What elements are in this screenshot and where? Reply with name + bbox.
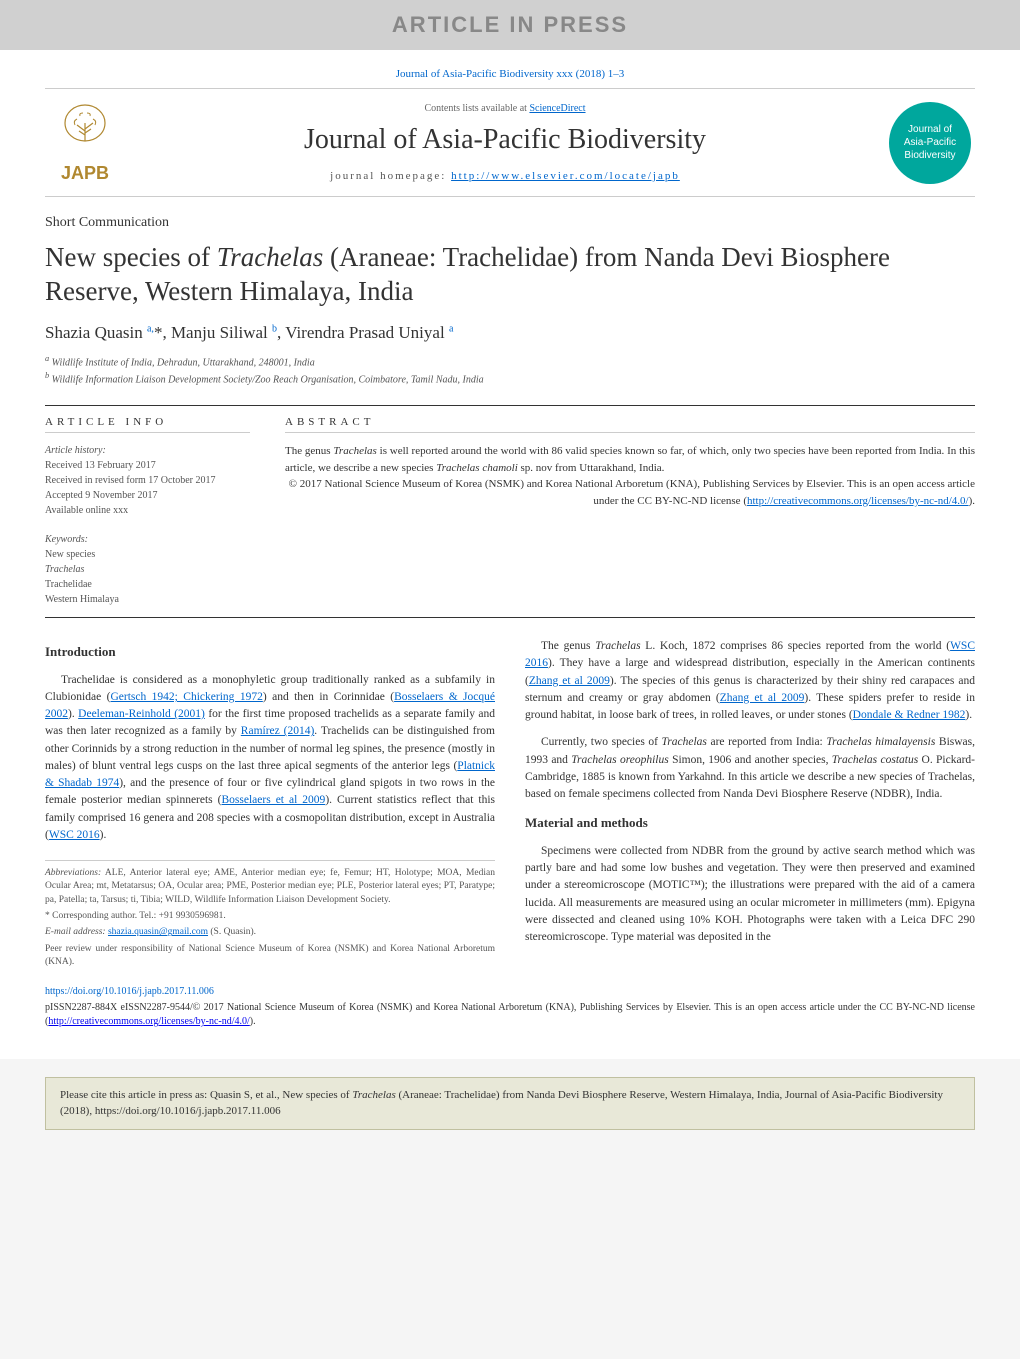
contents-list-prefix: Contents lists available at [424,103,529,114]
homepage-link[interactable]: http://www.elsevier.com/locate/japb [451,170,680,182]
journal-title: Journal of Asia-Pacific Biodiversity [125,124,885,156]
homepage-prefix: journal homepage: [330,170,451,182]
kw3: Trachelidae [45,579,92,590]
ref-ramirez[interactable]: Ramírez (2014) [241,725,315,737]
elsevier-tree-icon [55,101,115,161]
abstract-column: ABSTRACT The genus Trachelas is well rep… [265,406,975,617]
content-wrapper: Journal of Asia-Pacific Biodiversity xxx… [0,50,1020,1059]
email-suffix: (S. Quasin). [208,927,256,937]
keywords-label: Keywords: [45,534,88,545]
right-column: The genus Trachelas L. Koch, 1872 compri… [525,638,975,972]
abstract-heading: ABSTRACT [285,416,975,433]
t: The genus Trachelas L. Koch, 1872 compri… [541,640,950,652]
doi-link[interactable]: https://doi.org/10.1016/j.japb.2017.11.0… [45,986,975,997]
abstract-suffix: ). [969,495,975,507]
email-label: E-mail address: [45,927,108,937]
cc-license-link[interactable]: http://creativecommons.org/licenses/by-n… [747,495,969,507]
corresponding-author: * Corresponding author. Tel.: +91 993059… [45,910,495,923]
col2-p1: The genus Trachelas L. Koch, 1872 compri… [525,638,975,724]
journal-reference: Journal of Asia-Pacific Biodiversity xxx… [45,50,975,88]
journal-badge: Journal of Asia-Pacific Biodiversity [889,102,971,184]
journal-badge-container: Journal of Asia-Pacific Biodiversity [885,102,975,184]
affiliation-b: b Wildlife Information Liaison Developme… [45,370,975,387]
article-title: New species of Trachelas (Araneae: Trach… [45,241,975,309]
ref-zhang2[interactable]: Zhang et al 2009 [720,692,805,704]
abstract-license: © 2017 National Science Museum of Korea … [285,476,975,509]
journal-center: Contents lists available at ScienceDirec… [125,103,885,182]
sciencedirect-link[interactable]: ScienceDirect [529,103,585,114]
journal-homepage-line: journal homepage: http://www.elsevier.co… [125,170,885,182]
methods-heading: Material and methods [525,813,975,833]
accepted-date: Accepted 9 November 2017 [45,490,157,501]
contents-list-line: Contents lists available at ScienceDirec… [125,103,885,114]
t: ). [100,829,107,841]
badge-line2: Asia-Pacific [904,136,956,149]
ref-zhang1[interactable]: Zhang et al 2009 [529,675,610,687]
revised-date: Received in revised form 17 October 2017 [45,475,216,486]
ref-gertsch[interactable]: Gertsch 1942; Chickering 1972 [110,691,262,703]
cite-text: Please cite this article in press as: Qu… [60,1089,943,1116]
t: ). [68,708,78,720]
kw4: Western Himalaya [45,594,119,605]
badge-line3: Biodiversity [904,149,955,162]
japb-logo: JAPB [45,101,125,184]
article-in-press-banner: ARTICLE IN PRESS [0,0,1020,50]
ref-bosselaers2[interactable]: Bosselaers et al 2009 [222,794,326,806]
intro-p1: Trachelidae is considered as a monophyle… [45,672,495,845]
ref-dondale[interactable]: Dondale & Redner 1982 [853,709,966,721]
body-columns: Introduction Trachelidae is considered a… [45,638,975,972]
email-line: E-mail address: shazia.quasin@gmail.com … [45,926,495,939]
abstract-p1: The genus Trachelas is well reported aro… [285,443,975,476]
article-info-column: ARTICLE INFO Article history: Received 1… [45,406,265,617]
authors-line: Shazia Quasin a,*, Manju Siliwal b, Vire… [45,323,975,343]
peer-review-note: Peer review under responsibility of Nati… [45,943,495,970]
japb-text: JAPB [61,163,109,184]
article-history: Article history: Received 13 February 20… [45,443,250,518]
abstract-text: The genus Trachelas is well reported aro… [285,443,975,509]
article-info-heading: ARTICLE INFO [45,416,250,433]
methods-p1: Specimens were collected from NDBR from … [525,843,975,947]
received-date: Received 13 February 2017 [45,460,156,471]
footnotes: Abbreviations: ALE, Anterior lateral eye… [45,860,495,969]
keywords: Keywords: New species Trachelas Tracheli… [45,532,250,607]
kw1: New species [45,549,95,560]
ref-deeleman[interactable]: Deeleman-Reinhold (2001) [78,708,205,720]
affiliation-a: a Wildlife Institute of India, Dehradun,… [45,353,975,370]
license-suffix: ). [250,1016,256,1027]
t: ). [965,709,972,721]
history-label: Article history: [45,445,106,456]
article-type: Short Communication [45,215,975,231]
online-date: Available online xxx [45,505,128,516]
t: ) and then in Corinnidae ( [263,691,394,703]
info-abstract-row: ARTICLE INFO Article history: Received 1… [45,405,975,618]
col2-p2: Currently, two species of Trachelas are … [525,734,975,803]
introduction-heading: Introduction [45,642,495,662]
abbreviations: Abbreviations: ALE, Anterior lateral eye… [45,867,495,907]
journal-header: JAPB Contents lists available at Science… [45,88,975,197]
license-text: pISSN2287-884X eISSN2287-9544/© 2017 Nat… [45,1001,975,1029]
badge-line1: Journal of [908,123,952,136]
license-url[interactable]: http://creativecommons.org/licenses/by-n… [48,1016,249,1027]
citation-box: Please cite this article in press as: Qu… [45,1077,975,1130]
ref-wsc[interactable]: WSC 2016 [49,829,100,841]
left-column: Introduction Trachelidae is considered a… [45,638,495,972]
kw2: Trachelas [45,564,84,575]
email-link[interactable]: shazia.quasin@gmail.com [108,927,208,937]
affiliations: a Wildlife Institute of India, Dehradun,… [45,353,975,388]
